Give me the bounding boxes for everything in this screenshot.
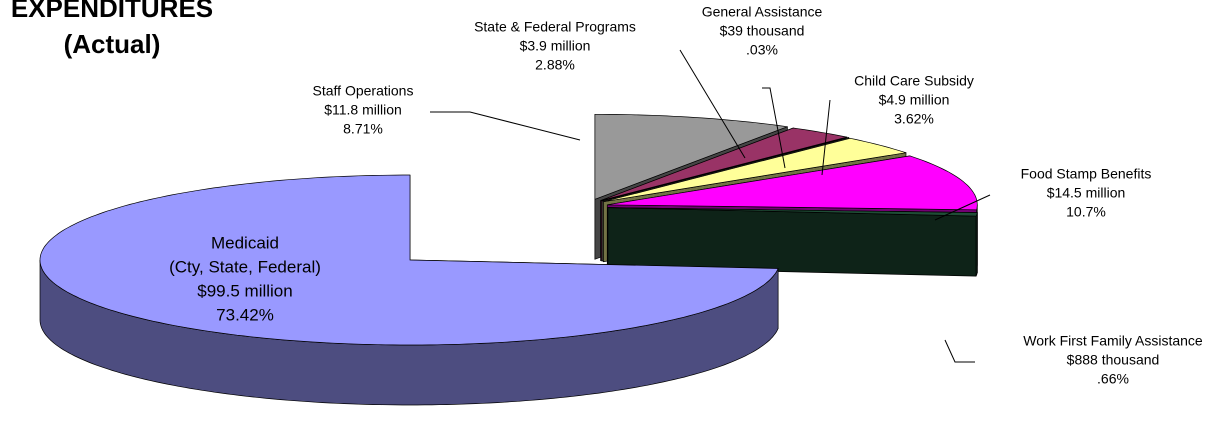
value-label: 3.62% — [894, 111, 934, 127]
leader-line — [934, 194, 991, 221]
slice-label: (Cty, State, Federal) — [169, 257, 321, 276]
chart-title: (Actual) — [64, 29, 161, 59]
slice — [601, 137, 850, 202]
value-label: .66% — [1097, 371, 1129, 387]
slice — [607, 207, 978, 217]
chart-title: EXPENDITURES — [11, 0, 213, 23]
leader-line — [944, 339, 975, 363]
value-label: 10.7% — [1066, 204, 1106, 220]
slice-amount: $11.8 million — [324, 102, 402, 118]
slice — [39, 174, 779, 346]
slice — [594, 113, 788, 200]
value-label: 2.88% — [535, 57, 575, 73]
slice-amount: $888 thousand — [1067, 352, 1160, 368]
slice-label: Food Stamp Benefits — [1021, 166, 1152, 182]
leader-line — [430, 111, 581, 141]
slice-amount: $39 thousand — [720, 23, 805, 39]
slice-label: State & Federal Programs — [474, 19, 636, 35]
value-label: .03% — [746, 42, 778, 58]
slice-label: Staff Operations — [313, 83, 414, 99]
slice-amount: $4.9 million — [879, 92, 950, 108]
slice-label: Work First Family Assistance — [1023, 333, 1203, 349]
slice-label: Child Care Subsidy — [854, 73, 974, 89]
slice-side — [975, 212, 978, 277]
slice-amount: $14.5 million — [1047, 185, 1126, 201]
slice — [600, 127, 847, 201]
slice — [603, 137, 907, 203]
value-label: 8.71% — [343, 121, 383, 137]
slice-label: Medicaid — [211, 233, 279, 252]
leader-line — [762, 87, 786, 169]
slice-label: General Assistance — [702, 4, 823, 20]
slice-amount: $3.9 million — [520, 38, 591, 54]
leader-line — [679, 49, 746, 159]
value-label: 73.42% — [216, 305, 274, 324]
leader-line — [821, 99, 831, 176]
slice-amount: $99.5 million — [197, 281, 292, 300]
